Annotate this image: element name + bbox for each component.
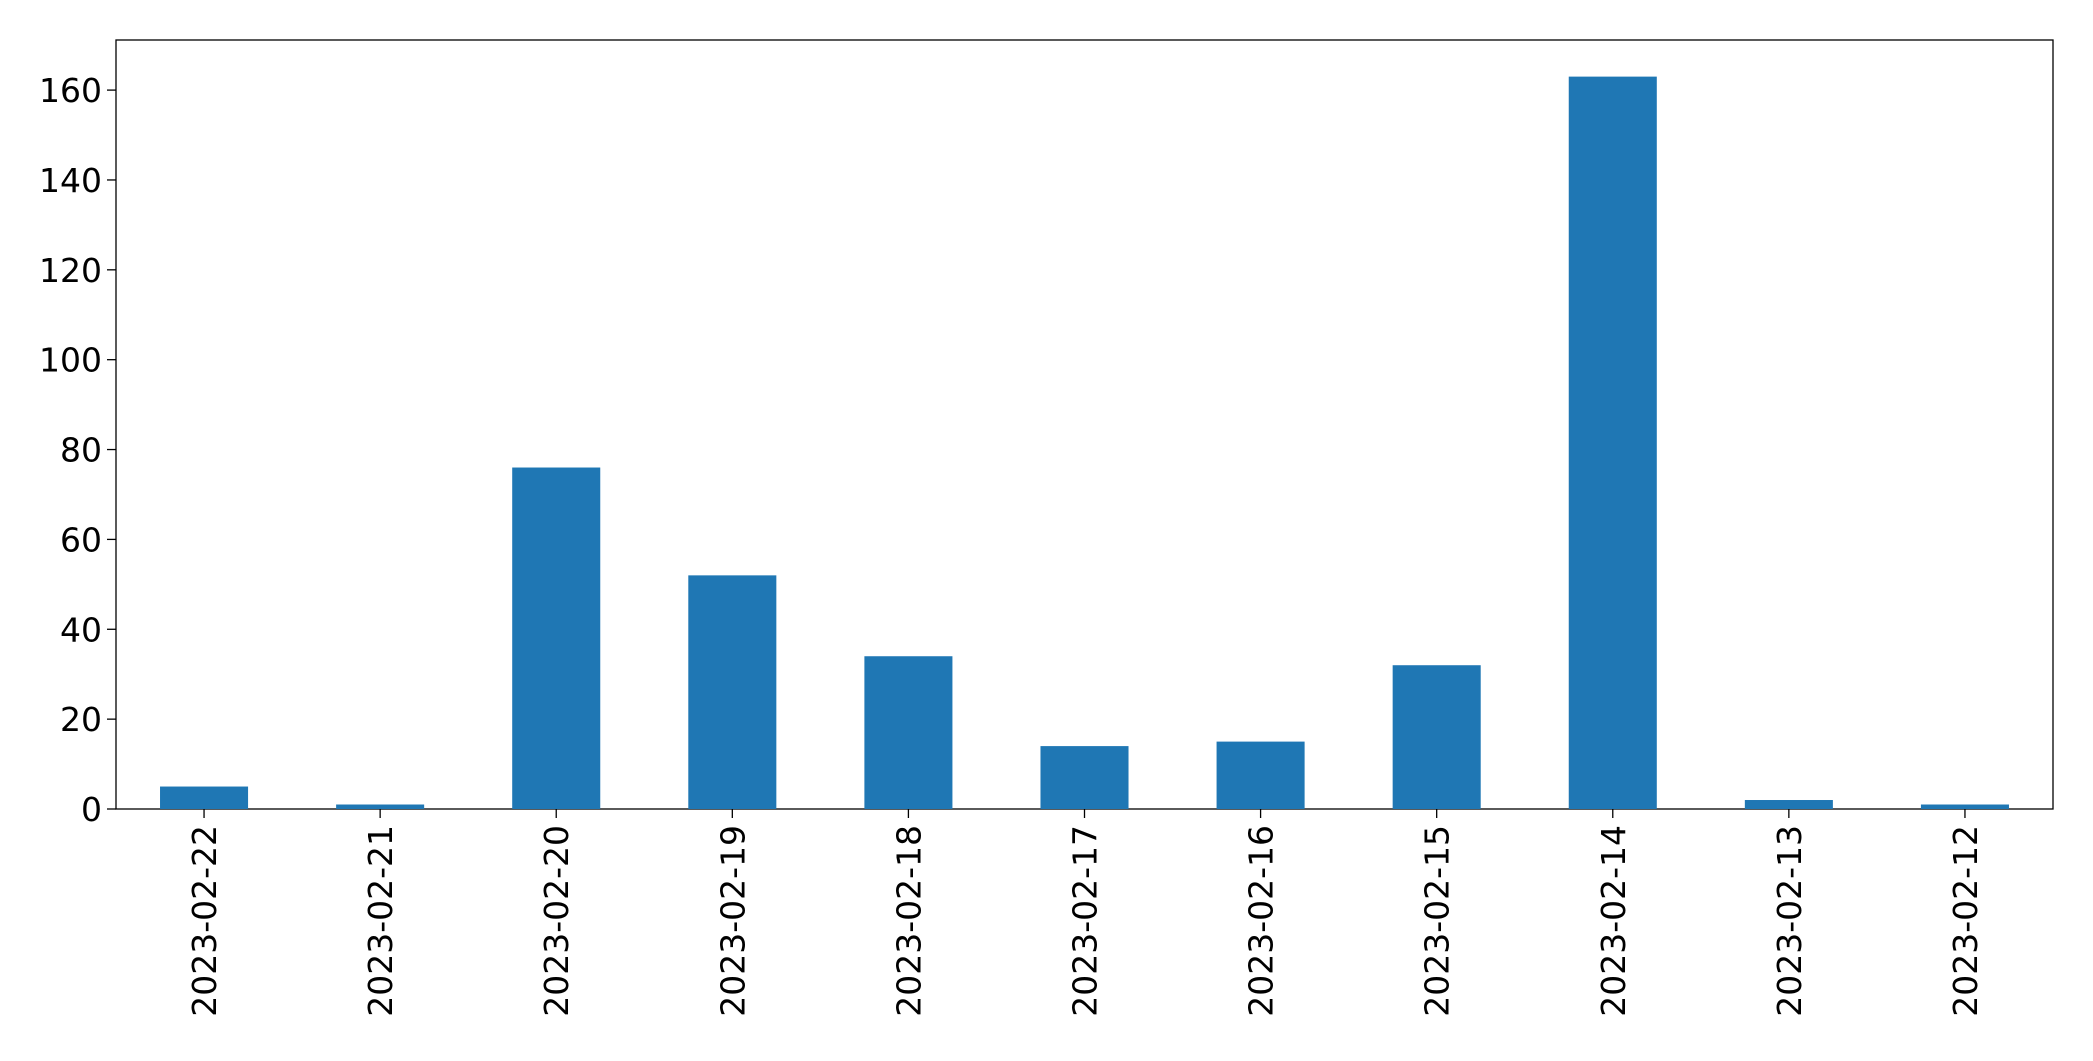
bar [688,575,777,809]
x-tick-label: 2023-02-17 [1066,825,1105,1017]
bar [1744,800,1833,809]
bar [1392,665,1481,809]
bar [1568,76,1657,810]
x-tick-label: 2023-02-15 [1418,825,1457,1017]
y-tick-label: 60 [60,520,102,559]
bar [864,656,953,809]
x-tick-label: 2023-02-20 [537,825,576,1017]
y-tick-label: 100 [39,341,102,380]
x-tick-label: 2023-02-18 [889,825,928,1017]
y-tick-label: 20 [60,700,102,739]
x-tick-label: 2023-02-12 [1946,825,1985,1017]
bar [1040,746,1129,809]
y-tick-label: 160 [39,71,102,110]
x-tick-label: 2023-02-16 [1242,825,1281,1017]
x-tick-label: 2023-02-13 [1770,825,1809,1017]
y-tick-label: 140 [39,161,102,200]
bar [1920,804,2009,809]
bar [336,804,425,809]
bar [160,786,249,809]
y-tick-label: 0 [81,790,102,829]
y-tick-label: 120 [39,251,102,290]
axes-frame [115,39,2054,810]
bar [1216,741,1305,809]
bar [512,467,601,809]
x-tick-label: 2023-02-22 [185,825,224,1017]
x-tick-label: 2023-02-14 [1594,825,1633,1017]
y-tick-label: 40 [60,610,102,649]
x-tick-label: 2023-02-21 [361,825,400,1017]
y-tick-label: 80 [60,431,102,470]
x-tick-label: 2023-02-19 [713,825,752,1017]
